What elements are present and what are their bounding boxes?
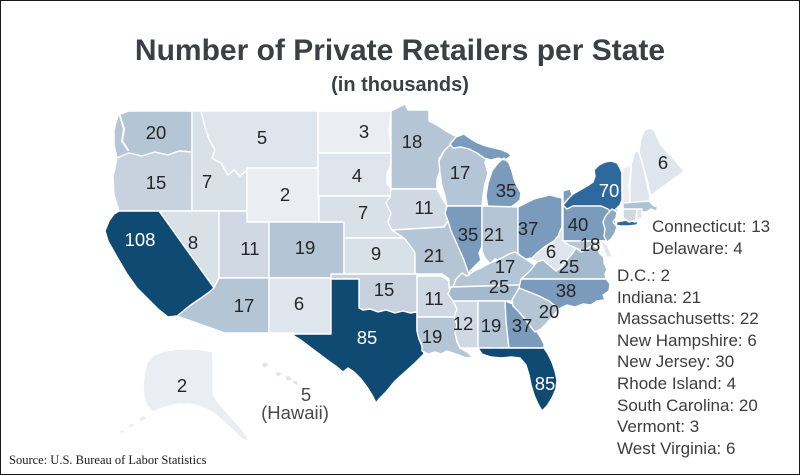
state-sc (511, 287, 560, 333)
side-list-small-states: Connecticut: 13 Delaware: 4 (652, 216, 770, 260)
state-label-az: 17 (234, 295, 255, 316)
state-label-ut: 11 (240, 238, 259, 259)
state-label-oh: 37 (518, 218, 539, 239)
state-mi (449, 133, 522, 209)
state-label-ms: 12 (453, 313, 474, 334)
state-label-ia: 11 (414, 197, 433, 218)
state-label-ak: 2 (177, 375, 187, 396)
state-label-or: 15 (146, 172, 167, 193)
state-label-mo: 21 (424, 245, 445, 266)
side-list-item-b: Vermont: 3 (617, 417, 700, 437)
chart-title: Number of Private Retailers per State (134, 34, 666, 67)
side-list-item-b: Indiana: 21 (617, 287, 702, 307)
side-list-item-b: New Hampshire: 6 (617, 330, 757, 350)
side-list-item-a: Delaware: 4 (652, 239, 743, 258)
state-or (112, 150, 193, 212)
state-nd (317, 110, 393, 154)
side-list-item-b: West Virginia: 6 (617, 438, 736, 458)
state-label-me: 6 (658, 152, 668, 173)
state-label-in: 21 (484, 224, 505, 245)
state-label-nm: 6 (294, 293, 304, 314)
puget-sound-inlet (119, 115, 129, 151)
state-label-al: 19 (481, 315, 502, 336)
state-label-wv: 6 (546, 241, 556, 262)
state-ct (622, 208, 638, 223)
state-label-fl: 85 (535, 373, 556, 394)
side-list-item-b: Massachusetts: 22 (617, 309, 759, 329)
state-label-ar: 11 (424, 288, 443, 309)
side-list-other-states: D.C.: 2 Indiana: 21 Massachusetts: 22 New H… (617, 265, 759, 459)
state-ca (104, 210, 215, 318)
state-label-va: 25 (559, 256, 580, 277)
state-label-ky: 17 (495, 256, 516, 277)
state-label-wi: 17 (450, 162, 471, 183)
source-note: Source: U.S. Bureau of Labor Statistics (9, 453, 207, 467)
state-label-ga: 37 (512, 315, 533, 336)
state-label-hi: 5 (301, 384, 311, 405)
state-label-pa: 40 (568, 214, 589, 235)
state-me (638, 127, 685, 197)
state-label-nd: 3 (359, 121, 369, 142)
side-list-item-b: New Jersey: 30 (617, 352, 735, 372)
state-label-ca: 108 (125, 229, 156, 250)
state-label-mt: 5 (257, 127, 267, 148)
state-label-ok: 15 (374, 279, 395, 300)
state-label-mi: 35 (496, 180, 517, 201)
side-list-item-b: Rhode Island: 4 (617, 373, 737, 393)
state-nh (629, 149, 651, 205)
side-list-item-b: D.C.: 2 (617, 266, 670, 285)
state-label-co: 19 (295, 237, 316, 258)
state-label-sc: 20 (539, 301, 560, 322)
state-label-la: 19 (422, 326, 443, 347)
state-label-tn: 25 (489, 276, 510, 297)
state-label-ny: 70 (599, 180, 620, 201)
state-label-ne: 7 (358, 202, 368, 223)
state-label-mn: 18 (402, 131, 423, 152)
state-ak (118, 348, 250, 443)
state-fl (477, 347, 558, 412)
hawaii-note: (Hawaii) (261, 402, 329, 423)
chesapeake-bay-inlet (600, 242, 609, 274)
side-list-item-a: Connecticut: 13 (652, 217, 771, 236)
state-label-nc: 38 (556, 280, 577, 301)
state-tx (293, 278, 425, 404)
state-label-id: 7 (202, 171, 212, 192)
state-ri (635, 208, 643, 221)
state-label-ks: 9 (371, 243, 381, 264)
state-label-il: 35 (458, 224, 479, 245)
state-label-nv: 8 (188, 232, 198, 253)
state-hi (260, 361, 300, 386)
state-label-md: 18 (580, 234, 601, 255)
chart-subtitle: (in thousands) (331, 74, 469, 96)
side-list-item-b: South Carolina: 20 (617, 395, 758, 415)
state-nj (602, 208, 618, 243)
state-label-wy: 2 (280, 184, 290, 205)
state-label-sd: 4 (352, 165, 362, 186)
state-label-tx: 85 (357, 327, 378, 348)
state-label-wa: 20 (146, 122, 167, 143)
